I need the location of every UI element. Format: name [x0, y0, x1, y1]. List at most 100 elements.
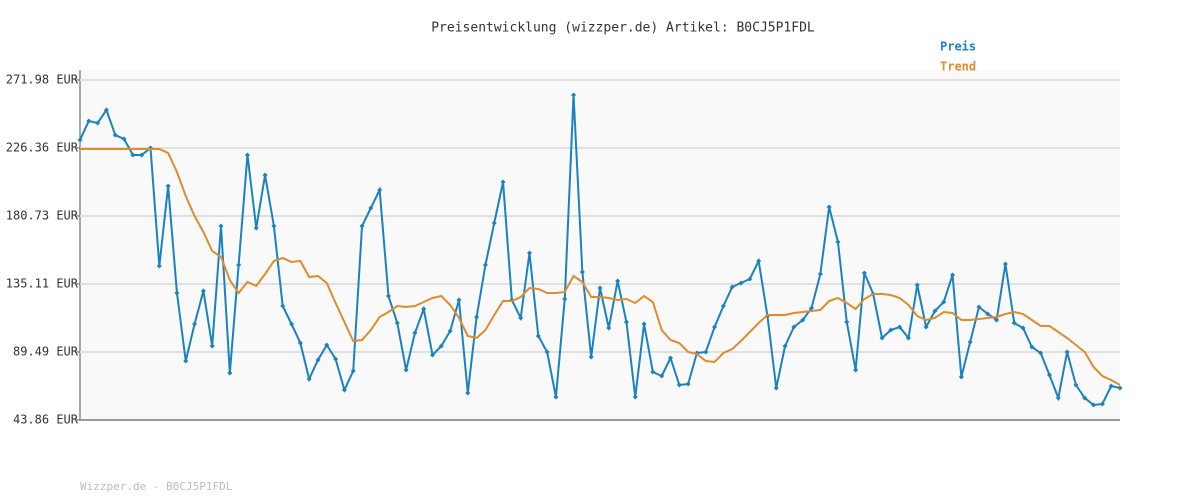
point — [1117, 385, 1123, 391]
point — [712, 324, 718, 330]
point — [1082, 395, 1088, 401]
point — [914, 282, 920, 288]
point — [174, 290, 180, 296]
point — [606, 325, 612, 331]
point — [597, 285, 603, 291]
legend-label: Trend — [940, 60, 976, 74]
point — [650, 369, 656, 375]
point — [218, 223, 224, 229]
point — [950, 272, 956, 278]
y-tick-label: 135.11 EUR — [6, 276, 79, 290]
point — [139, 152, 145, 158]
point — [103, 107, 109, 113]
point — [262, 172, 268, 178]
line-trend — [80, 148, 1121, 386]
point — [518, 315, 524, 321]
point — [905, 335, 911, 341]
point — [615, 278, 621, 284]
point — [403, 367, 409, 373]
point — [77, 137, 83, 143]
point — [306, 376, 312, 382]
point — [800, 317, 806, 323]
point — [377, 187, 383, 193]
point — [544, 349, 550, 355]
point — [756, 258, 762, 264]
point — [632, 394, 638, 400]
y-tick-label: 271.98 EUR — [6, 73, 79, 87]
point — [430, 352, 436, 358]
point — [165, 183, 171, 189]
point — [474, 314, 480, 320]
point — [394, 320, 400, 326]
point — [1073, 382, 1079, 388]
point — [641, 321, 647, 327]
point — [1002, 261, 1008, 267]
point — [1108, 383, 1114, 389]
point — [183, 358, 189, 364]
point — [438, 343, 444, 349]
point — [553, 394, 559, 400]
point — [809, 305, 815, 311]
point — [1011, 320, 1017, 326]
point — [368, 205, 374, 211]
point — [941, 299, 947, 305]
point — [1099, 401, 1105, 407]
point — [1029, 344, 1035, 350]
point — [465, 390, 471, 396]
point — [888, 327, 894, 333]
point — [994, 317, 1000, 323]
chart-title: Preisentwicklung (wizzper.de) Artikel: B… — [431, 21, 815, 36]
point — [244, 152, 250, 158]
point — [227, 370, 233, 376]
point — [923, 324, 929, 330]
point — [447, 328, 453, 334]
point — [209, 343, 215, 349]
point — [791, 324, 797, 330]
point — [623, 319, 629, 325]
plot-area — [80, 70, 1120, 420]
point — [729, 284, 735, 290]
point — [112, 132, 118, 138]
point — [236, 262, 242, 268]
y-tick-label: 43.86 EUR — [13, 413, 79, 427]
point — [958, 374, 964, 380]
point — [385, 293, 391, 299]
point — [200, 288, 206, 294]
point — [844, 319, 850, 325]
point — [817, 271, 823, 277]
point — [1091, 402, 1097, 408]
point — [720, 303, 726, 309]
point — [861, 270, 867, 276]
point — [659, 373, 665, 379]
point — [1046, 372, 1052, 378]
point — [333, 356, 339, 362]
point — [130, 152, 136, 158]
point — [1038, 350, 1044, 356]
point — [588, 354, 594, 360]
point — [897, 324, 903, 330]
point — [985, 311, 991, 317]
point — [491, 220, 497, 226]
point — [932, 308, 938, 314]
source: Wizzper.de - B0CJ5P1FDL — [80, 480, 233, 493]
point — [271, 223, 277, 229]
point — [456, 297, 462, 303]
point — [967, 339, 973, 345]
point — [773, 385, 779, 391]
point — [297, 340, 303, 346]
point — [359, 223, 365, 229]
point — [562, 296, 568, 302]
point — [315, 357, 321, 363]
point — [782, 343, 788, 349]
legend-label: Preis — [940, 40, 976, 54]
y-tick-label: 180.73 EUR — [6, 209, 79, 223]
point — [676, 382, 682, 388]
point — [1055, 395, 1061, 401]
point — [482, 262, 488, 268]
point — [412, 330, 418, 336]
point — [324, 342, 330, 348]
point — [253, 225, 259, 231]
point — [703, 349, 709, 355]
point — [976, 304, 982, 310]
point — [280, 303, 286, 309]
